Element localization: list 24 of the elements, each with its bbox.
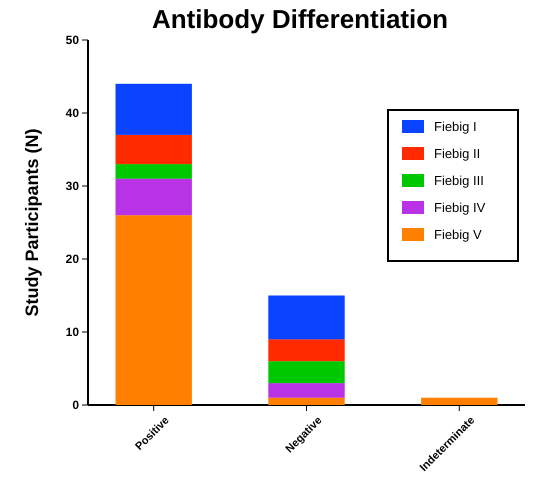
- y-tick-label: 0: [72, 398, 80, 412]
- bar: [268, 398, 345, 405]
- bar: [268, 339, 345, 362]
- legend-label: Fiebig I: [434, 119, 477, 134]
- legend-label: Fiebig II: [434, 146, 480, 161]
- y-tick-label: 20: [66, 252, 80, 266]
- y-tick-label: 10: [66, 324, 80, 339]
- y-tick-label: 50: [66, 32, 80, 47]
- y-tick-label: 30: [66, 178, 80, 193]
- bar: [116, 178, 192, 216]
- bar: [268, 296, 345, 340]
- legend-label: Fiebig IV: [434, 200, 486, 215]
- legend-label: Fiebig V: [434, 227, 482, 242]
- y-axis-title: Study Participants (N): [22, 128, 42, 317]
- bar: [268, 361, 345, 384]
- bar: [116, 84, 192, 135]
- chart-title: Antibody Differentiation: [152, 4, 448, 34]
- bar: [268, 383, 345, 398]
- legend-label: Fiebig III: [434, 173, 484, 188]
- bar: [116, 164, 192, 179]
- bar: [116, 134, 192, 164]
- bar: [116, 215, 192, 405]
- bar: [421, 398, 498, 405]
- y-tick-label: 40: [66, 106, 80, 120]
